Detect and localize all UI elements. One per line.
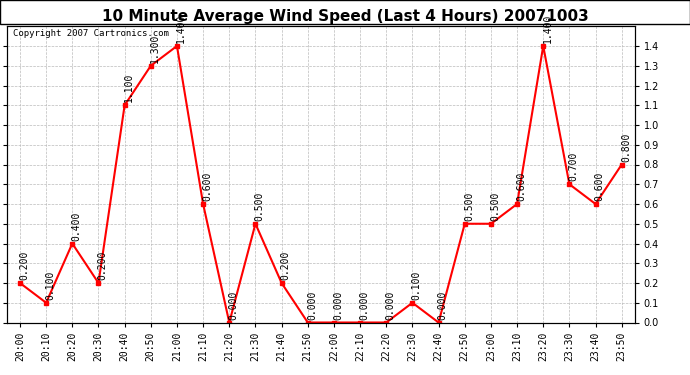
Text: 0.100: 0.100 (412, 271, 422, 300)
Text: 0.500: 0.500 (255, 192, 264, 221)
Text: 0.500: 0.500 (490, 192, 500, 221)
Text: 1.400: 1.400 (176, 14, 186, 43)
Text: 10 Minute Average Wind Speed (Last 4 Hours) 20071003: 10 Minute Average Wind Speed (Last 4 Hou… (101, 9, 589, 24)
Text: 0.000: 0.000 (307, 290, 317, 320)
Text: 0.000: 0.000 (228, 290, 239, 320)
Text: 0.600: 0.600 (516, 172, 526, 201)
Text: 0.700: 0.700 (569, 152, 578, 182)
Text: 0.000: 0.000 (359, 290, 369, 320)
Text: 1.400: 1.400 (542, 14, 553, 43)
Text: 0.100: 0.100 (46, 271, 55, 300)
Text: 0.000: 0.000 (333, 290, 343, 320)
Text: 1.100: 1.100 (124, 73, 134, 102)
Text: 0.400: 0.400 (72, 211, 81, 241)
Text: 0.600: 0.600 (202, 172, 213, 201)
Text: 0.500: 0.500 (464, 192, 474, 221)
Text: 0.200: 0.200 (19, 251, 29, 280)
Text: 0.800: 0.800 (621, 132, 631, 162)
Text: 0.000: 0.000 (386, 290, 395, 320)
Text: 0.200: 0.200 (281, 251, 290, 280)
Text: 1.300: 1.300 (150, 34, 160, 63)
Text: Copyright 2007 Cartronics.com: Copyright 2007 Cartronics.com (13, 29, 169, 38)
Text: 0.000: 0.000 (437, 290, 448, 320)
Text: 0.600: 0.600 (595, 172, 604, 201)
Text: 0.200: 0.200 (98, 251, 108, 280)
